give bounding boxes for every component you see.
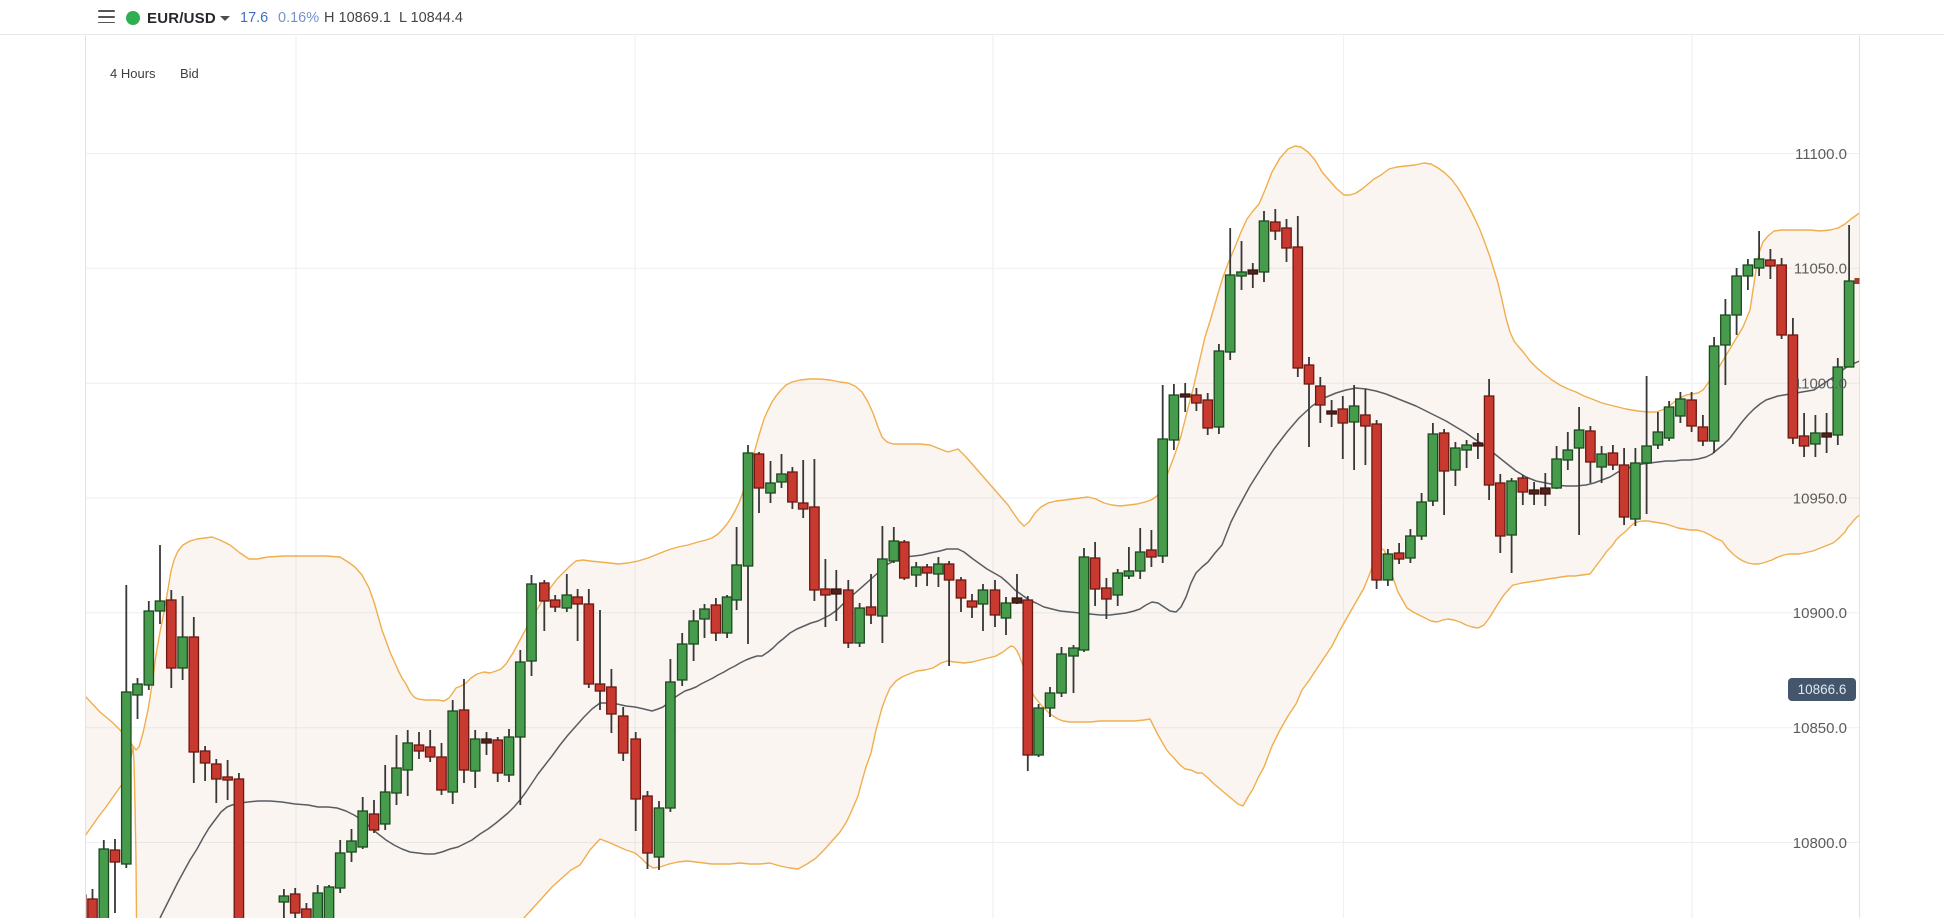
svg-text:11100.0: 11100.0 (1795, 146, 1847, 163)
svg-text:11000.0: 11000.0 (1794, 376, 1847, 393)
svg-text:11050.0: 11050.0 (1794, 261, 1847, 278)
svg-text:4 Hours: 4 Hours (110, 66, 156, 81)
svg-text:Bid: Bid (180, 66, 199, 81)
svg-text:10800.0: 10800.0 (1793, 835, 1847, 852)
svg-text:10950.0: 10950.0 (1793, 490, 1847, 507)
svg-text:10900.0: 10900.0 (1793, 605, 1847, 622)
svg-text:10866.6: 10866.6 (1798, 682, 1847, 697)
svg-text:10850.0: 10850.0 (1793, 720, 1847, 737)
